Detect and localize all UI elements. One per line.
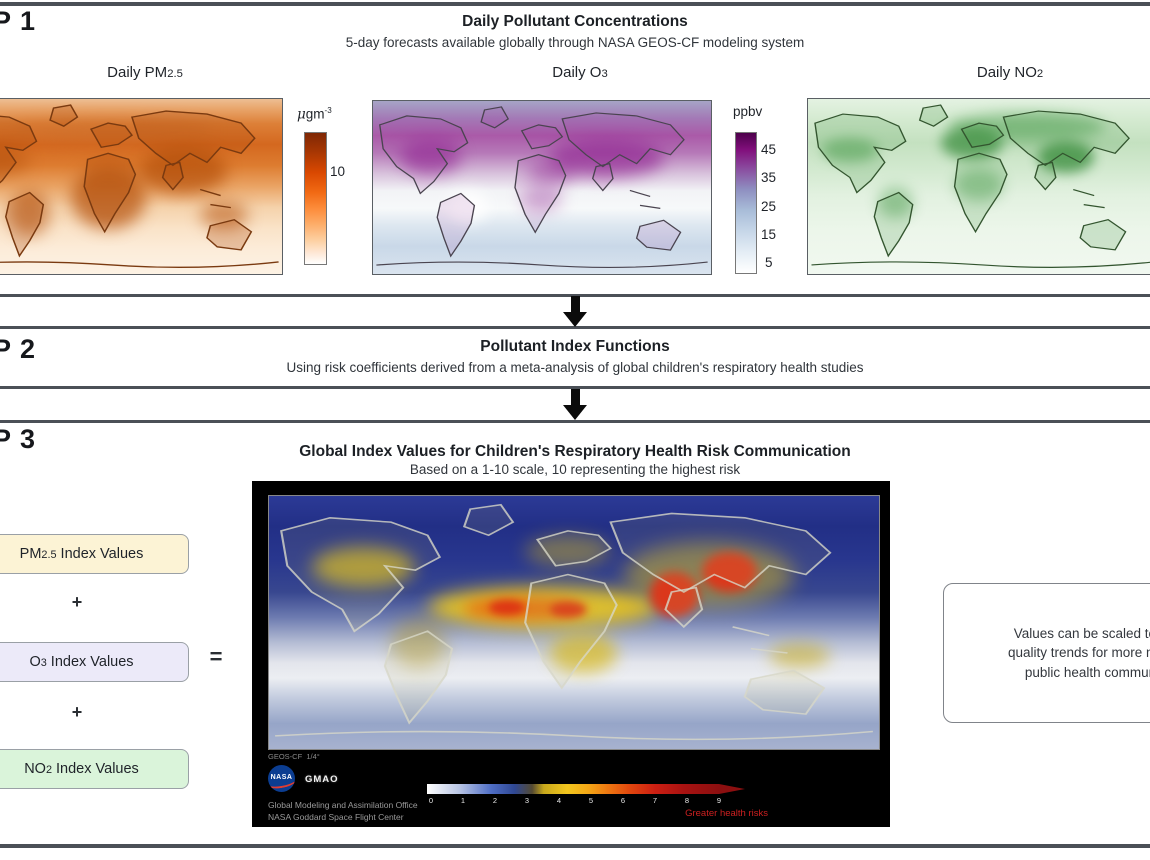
pm25-box-subscript: 2.5: [41, 549, 57, 561]
arrow-shaft: [570, 296, 580, 312]
geoscf-model-label: GEOS-CF: [268, 752, 303, 761]
o3-tick-35: 35: [761, 170, 777, 185]
index-coastlines: [269, 496, 879, 749]
gmao-logo-text: GMAO: [305, 774, 339, 785]
o3-title-main: Daily O: [552, 64, 602, 81]
pm25-world-map: [0, 98, 283, 275]
step1-subtitle: 5-day forecasts available globally throu…: [345, 35, 805, 50]
idx-tick-1: 1: [460, 796, 466, 805]
o3-tick-45: 45: [761, 142, 777, 157]
unit-main: gm: [305, 106, 325, 122]
pm25-index-label: PM2.5 Index Values: [20, 546, 144, 562]
arrow-shaft: [570, 389, 580, 405]
idx-tick-7: 7: [652, 796, 658, 805]
no2-box-subscript: 2: [45, 764, 52, 776]
o3-colorbar-unit: ppbv: [733, 104, 763, 119]
o3-map-title: Daily O3: [430, 64, 730, 81]
o3-tick-15: 15: [761, 227, 777, 242]
risk-index-world-map: [268, 495, 880, 750]
idx-tick-4: 4: [556, 796, 562, 805]
risk-index-colorbar-tip: [719, 784, 745, 794]
idx-tick-8: 8: [684, 796, 690, 805]
plus-operator-2: +: [71, 702, 83, 722]
step2-label: P 2: [0, 334, 37, 364]
plus-operator-1: +: [71, 592, 83, 612]
pm25-colorbar: [304, 132, 327, 265]
step3-subtitle: Based on a 1-10 scale, 10 representing t…: [409, 462, 741, 477]
step3-label: P 3: [0, 424, 37, 454]
top-border-line: [0, 2, 1150, 6]
pm25-colorbar-tick: 10: [330, 164, 346, 179]
o3-colorbar: [735, 132, 757, 274]
pm25-box-post: Index Values: [56, 546, 144, 562]
o3-tick-25: 25: [761, 199, 777, 214]
idx-tick-9: 9: [716, 796, 722, 805]
arrow-head: [563, 405, 587, 420]
no2-box-pre: NO: [24, 761, 46, 777]
no2-map-title: Daily NO2: [860, 64, 1150, 81]
idx-tick-2: 2: [492, 796, 498, 805]
o3-index-box: O3 Index Values: [0, 642, 189, 682]
section3-top-line: [0, 420, 1150, 423]
o3-world-map: [372, 100, 712, 275]
sahel-red-spot-1: [488, 599, 526, 615]
risk-index-colorbar: [427, 784, 719, 794]
no2-index-box: NO2 Index Values: [0, 749, 189, 789]
section1-bottom-line: [0, 294, 1150, 297]
no2-title-main: Daily NO: [976, 64, 1037, 81]
org-line-1: Global Modeling and Assimilation Office: [268, 800, 418, 810]
down-arrow-icon-2: [563, 389, 587, 420]
idx-tick-3: 3: [524, 796, 530, 805]
pm25-index-box: PM2.5 Index Values: [0, 534, 189, 574]
pm25-coastlines: [0, 103, 281, 270]
note-line-3: public health communication: [1024, 664, 1150, 680]
bottom-border-line: [0, 844, 1150, 848]
scaling-note-box: Values can be scaled to local air qualit…: [943, 583, 1150, 723]
down-arrow-icon-1: [563, 296, 587, 327]
mu-symbol: μ: [297, 106, 306, 123]
note-line-1: Values can be scaled to local air: [1013, 625, 1150, 641]
idx-tick-6: 6: [620, 796, 626, 805]
pm25-colorbar-unit: μgm-3: [297, 106, 332, 123]
geoscf-resolution-label: 1/4°: [306, 752, 320, 761]
o3-box-pre: O: [29, 654, 41, 670]
nasa-swoosh-icon: [268, 769, 295, 791]
arrow-head: [563, 312, 587, 327]
pm25-box-pre: PM: [19, 546, 42, 562]
idx-tick-5: 5: [588, 796, 594, 805]
no2-title-subscript: 2: [1036, 68, 1044, 80]
greater-health-risks-caption: Greater health risks: [685, 808, 768, 819]
step2-subtitle: Using risk coefficients derived from a m…: [286, 360, 864, 375]
o3-box-subscript: 3: [40, 657, 47, 669]
step1-label: P 1: [0, 6, 37, 36]
pm25-map-title: Daily PM2.5: [20, 64, 270, 81]
nasa-logo: NASA: [268, 765, 295, 792]
section2-bottom-line: [0, 386, 1150, 389]
index-map-panel: GEOS-CF 1/4° NASA GMAO Global Modeling a…: [252, 481, 890, 827]
o3-coastlines: [374, 105, 710, 270]
step2-title: Pollutant Index Functions: [480, 338, 670, 355]
geoscf-watermark: GEOS-CF 1/4°: [268, 752, 320, 761]
australia-yellow: [769, 642, 831, 669]
nasa-logo-text: NASA: [270, 774, 293, 781]
step1-title: Daily Pollutant Concentrations: [462, 13, 688, 30]
unit-exponent: -3: [324, 106, 332, 115]
section2-top-line: [0, 326, 1150, 329]
step3-title: Global Index Values for Children's Respi…: [299, 443, 851, 460]
idx-tick-0: 0: [428, 796, 434, 805]
no2-world-map: [807, 98, 1150, 275]
pm25-title-subscript: 2.5: [167, 68, 183, 80]
o3-tick-5: 5: [765, 255, 773, 270]
org-line-2: NASA Goddard Space Flight Center: [268, 812, 404, 822]
note-line-2: quality trends for more meaningful: [1007, 645, 1150, 661]
pm25-title-main: Daily PM: [107, 64, 168, 81]
no2-box-post: Index Values: [52, 761, 139, 777]
o3-index-label: O3 Index Values: [29, 654, 133, 670]
equals-operator: =: [209, 644, 223, 669]
no2-index-label: NO2 Index Values: [24, 761, 139, 777]
o3-box-post: Index Values: [46, 654, 134, 670]
no2-coastlines: [809, 103, 1150, 270]
o3-title-subscript: 3: [601, 68, 608, 80]
